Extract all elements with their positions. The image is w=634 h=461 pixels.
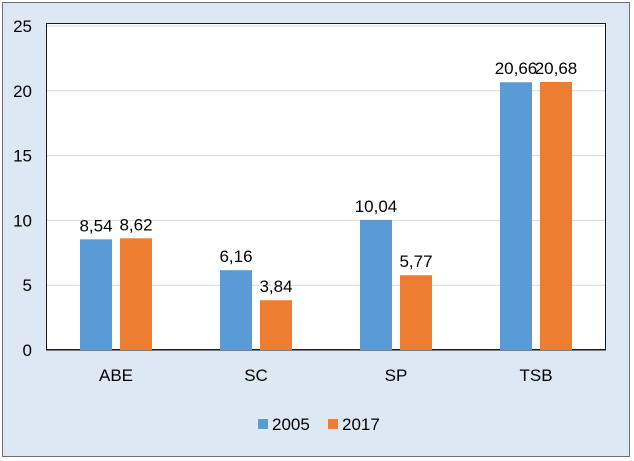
bar-2005 — [360, 219, 392, 350]
y-tick-label: 0 — [23, 341, 32, 360]
x-tick-label: SP — [385, 366, 408, 385]
y-tick-label: 25 — [13, 17, 32, 36]
bar-2017 — [400, 275, 432, 350]
bar-2005 — [500, 82, 532, 350]
y-tick-label: 10 — [13, 211, 32, 230]
data-label: 20,66 — [495, 59, 538, 78]
bar-2017 — [120, 238, 152, 350]
data-label: 5,77 — [399, 252, 432, 271]
y-tick-label: 5 — [23, 276, 32, 295]
data-label: 6,16 — [219, 247, 252, 266]
bar-2005 — [80, 239, 112, 350]
bar-2017 — [260, 300, 292, 350]
legend-swatch-2017 — [328, 419, 338, 429]
x-tick-label: TSB — [519, 366, 552, 385]
data-label: 20,68 — [535, 59, 578, 78]
data-label: 10,04 — [355, 197, 398, 216]
bar-2005 — [220, 270, 252, 350]
x-tick-label: ABE — [99, 366, 133, 385]
legend-swatch-2005 — [258, 419, 268, 429]
y-tick-label: 15 — [13, 147, 32, 166]
legend-label: 2017 — [342, 415, 380, 434]
y-tick-label: 20 — [13, 82, 32, 101]
data-label: 3,84 — [259, 277, 292, 296]
data-label: 8,54 — [79, 216, 112, 235]
data-label: 8,62 — [119, 215, 152, 234]
x-tick-label: SC — [244, 366, 268, 385]
legend-label: 2005 — [272, 415, 310, 434]
bar-2017 — [540, 81, 572, 351]
